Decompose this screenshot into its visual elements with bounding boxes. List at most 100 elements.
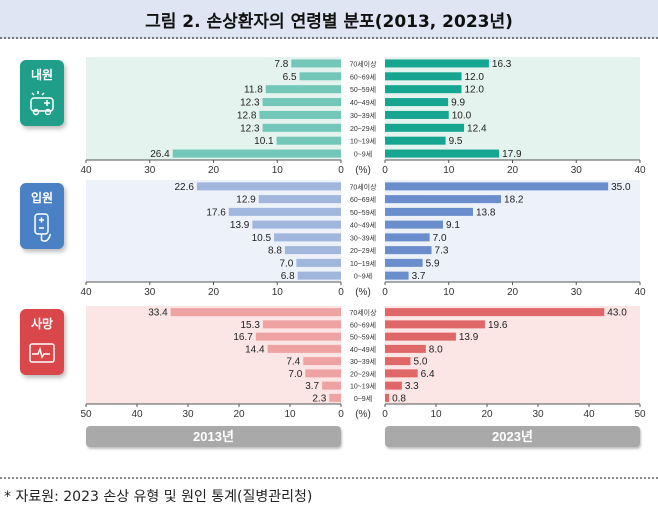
year-bar-1	[385, 426, 640, 447]
tick-label: 20	[507, 165, 519, 176]
value-label-2013: 12.9	[236, 195, 256, 206]
value-label-2013: 12.3	[240, 98, 260, 109]
value-label-2013: 15.3	[241, 320, 261, 331]
value-label-2013: 14.4	[245, 344, 265, 355]
value-label-2023: 5.9	[426, 258, 440, 269]
value-label-2023: 0.8	[392, 393, 406, 404]
chart-title: 그림 2. 손상환자의 연령별 분포(2013, 2023년)	[145, 12, 513, 32]
category-label: 20~29세	[350, 246, 376, 255]
category-label: 70세이상	[349, 59, 377, 68]
value-label-2023: 7.3	[435, 246, 449, 257]
unit-label: (%)	[355, 165, 371, 176]
bar-2013	[265, 85, 341, 94]
bar-2013	[259, 110, 341, 119]
bar-2023	[385, 136, 446, 145]
category-label: 40~49세	[350, 98, 376, 107]
value-label-2013: 16.7	[233, 332, 253, 343]
bar-2013	[299, 72, 341, 81]
value-label-2013: 11.8	[244, 85, 263, 96]
tick-label: 30	[144, 287, 156, 298]
value-label-2023: 9.9	[451, 98, 465, 109]
category-label: 30~39세	[350, 111, 376, 120]
tube	[39, 217, 52, 242]
bar-2023	[385, 357, 411, 366]
title-band	[0, 0, 658, 39]
tick-label: 0	[338, 409, 344, 420]
iv-bag-icon	[34, 213, 52, 242]
category-label: 0~9세	[354, 150, 372, 159]
value-label-2013: 10.5	[252, 233, 272, 244]
tick-label: 20	[507, 287, 519, 298]
bar-2013	[196, 182, 341, 191]
panel-label: 사망	[31, 316, 53, 331]
panel-0: 내원 7.8 16.3 70세이상 6.5 12.0 60~69세 11.8 12.0 50~59…	[20, 57, 646, 176]
bar-2023	[385, 369, 418, 378]
category-label: 70세이상	[349, 182, 377, 191]
bar-2023	[385, 332, 456, 341]
category-label: 50~59세	[350, 208, 376, 217]
category-label: 60~69세	[350, 195, 376, 204]
category-label: 0~9세	[354, 394, 372, 403]
value-label-2023: 3.3	[405, 381, 419, 392]
tick-label: 10	[443, 287, 455, 298]
bar-2023	[385, 207, 473, 216]
wheel	[44, 108, 52, 116]
bar-2023	[385, 246, 432, 255]
panel-label: 내원	[31, 67, 53, 82]
value-label-2013: 22.6	[174, 182, 194, 193]
value-label-2013: 8.8	[268, 246, 282, 257]
bar-2013	[262, 123, 341, 132]
footer-divider	[0, 477, 658, 479]
category-label: 50~59세	[350, 85, 376, 94]
tick-label: 10	[272, 287, 284, 298]
tick-label: 0	[382, 287, 388, 298]
category-label: 0~9세	[354, 272, 372, 281]
bar-2013	[284, 246, 341, 255]
bar-2023	[385, 72, 462, 81]
tick-label: 40	[80, 165, 92, 176]
bar-2023	[385, 110, 449, 119]
category-label: 20~29세	[350, 124, 376, 133]
bar-2023	[385, 258, 423, 267]
value-label-2023: 8.0	[429, 344, 443, 355]
bar-2013	[274, 233, 341, 242]
bar-2023	[385, 393, 390, 402]
tick-label: 10	[284, 409, 296, 420]
category-label: 10~19세	[350, 382, 376, 391]
bar-2023	[385, 381, 402, 390]
bar-2023	[385, 220, 444, 229]
bar-2023	[385, 59, 489, 68]
bar-2013	[262, 320, 341, 329]
category-label: 10~19세	[350, 137, 376, 146]
value-label-2023: 12.4	[467, 123, 487, 134]
value-label-2023: 12.0	[465, 85, 485, 96]
year-bar-0	[86, 426, 341, 447]
tick-label: 10	[443, 165, 455, 176]
value-label-2013: 7.0	[279, 258, 293, 269]
tick-label: 50	[634, 409, 646, 420]
value-label-2023: 10.0	[452, 110, 472, 121]
tick-label: 10	[272, 165, 284, 176]
category-label: 30~39세	[350, 357, 376, 366]
tick-label: 50	[80, 409, 92, 420]
bar-2023	[385, 233, 430, 242]
tick-label: 40	[80, 287, 92, 298]
ambulance-body	[30, 97, 54, 112]
bar-2013	[329, 393, 341, 402]
value-label-2023: 13.8	[476, 207, 496, 218]
bar-2013	[305, 369, 341, 378]
value-label-2013: 12.3	[240, 123, 260, 134]
bar-2023	[385, 195, 502, 204]
category-label: 60~69세	[350, 320, 376, 329]
ambulance-icon	[30, 91, 54, 116]
category-label: 40~49세	[350, 345, 376, 354]
category-label: 20~29세	[350, 369, 376, 378]
value-label-2023: 13.9	[459, 332, 479, 343]
panel-badge	[20, 183, 64, 249]
tick-label: 40	[131, 409, 143, 420]
bar-2013	[172, 149, 341, 158]
tick-label: 40	[583, 409, 595, 420]
tick-label: 20	[481, 409, 493, 420]
value-label-2023: 43.0	[607, 308, 627, 319]
